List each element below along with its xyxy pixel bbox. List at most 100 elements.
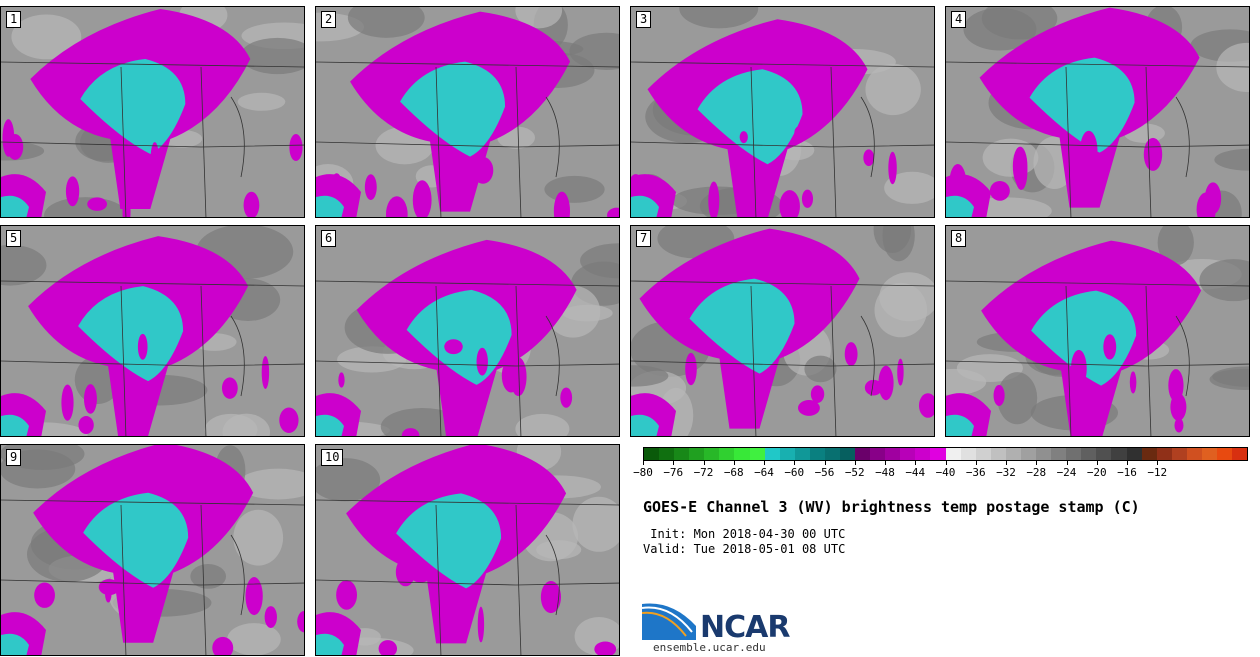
colorbar-tick — [824, 461, 826, 465]
colorbar-segment — [779, 448, 795, 460]
map-panel: 1 — [0, 6, 305, 218]
colorbar-segment — [1111, 448, 1127, 460]
figure-title: GOES-E Channel 3 (WV) brightness temp po… — [643, 498, 1140, 516]
colorbar-tick-label: −52 — [844, 466, 865, 479]
colorbar-segment — [840, 448, 856, 460]
init-time: Init: Mon 2018-04-30 00 UTC — [643, 527, 846, 541]
colorbar-segment — [900, 448, 916, 460]
colorbar-tick — [1127, 461, 1128, 465]
colorbar-tick — [764, 461, 765, 465]
map-panel: 7 — [630, 225, 935, 437]
colorbar-segment — [960, 448, 976, 460]
colorbar-segment — [734, 448, 750, 460]
colorbar-tick-label: −44 — [905, 466, 926, 479]
water-vapor-field — [946, 226, 1249, 436]
colorbar-tick-label: −12 — [1147, 466, 1168, 479]
colorbar-segment — [719, 448, 735, 460]
map-panel: 8 — [945, 225, 1250, 437]
water-vapor-field — [631, 226, 934, 436]
colorbar-segment — [794, 448, 810, 460]
colorbar-tick-label: −64 — [754, 466, 774, 479]
map-panel: 2 — [315, 6, 620, 218]
colorbar-segment — [855, 448, 871, 460]
water-vapor-field — [316, 226, 619, 436]
colorbar-segment — [1216, 448, 1233, 460]
colorbar-ticks: −80 −76 −72 −68 −64 −60 −56 −52 −48 −44 −40 −36 −32−… — [633, 461, 1248, 481]
panel-number: 3 — [636, 11, 652, 28]
colorbar-segment — [1005, 448, 1021, 460]
colorbar-segment — [689, 448, 705, 460]
colorbar-segment — [915, 448, 931, 460]
colorbar-tick-label: −24 — [1056, 466, 1077, 479]
colorbar-segment — [930, 448, 946, 460]
colorbar-tick-label: −48 — [875, 466, 895, 479]
colorbar-segment — [1081, 448, 1097, 460]
colorbar-segment — [1156, 448, 1172, 460]
colorbar-segment — [1126, 448, 1142, 460]
colorbar-segment — [749, 448, 765, 460]
water-vapor-field — [316, 7, 619, 217]
panel-number: 4 — [951, 11, 967, 28]
panel-number: 7 — [636, 230, 652, 247]
colorbar-segment — [1066, 448, 1082, 460]
water-vapor-field — [1, 445, 304, 655]
panel-number: 1 — [6, 11, 22, 28]
colorbar-segment — [674, 448, 690, 460]
colorbar-tick-label: −40 — [935, 466, 956, 479]
colorbar-tick-label: −76 — [663, 466, 684, 479]
map-panel: 5 — [0, 225, 305, 437]
valid-time: Valid: Tue 2018-05-01 08 UTC — [643, 542, 846, 556]
colorbar-tick — [1157, 461, 1159, 465]
colorbar-tick-label: −72 — [693, 466, 714, 479]
panel-number: 9 — [6, 449, 22, 466]
colorbar-segment — [809, 448, 825, 460]
ncar-logo-icon — [642, 603, 696, 640]
colorbar-segment — [1201, 448, 1217, 460]
map-panel: 3 — [630, 6, 935, 218]
colorbar-tick — [975, 461, 977, 465]
colorbar-segment — [659, 448, 675, 460]
water-vapor-field — [946, 7, 1249, 217]
colorbar-tick — [885, 461, 886, 465]
colorbar-segment — [1020, 448, 1037, 460]
colorbar-tick — [794, 461, 796, 465]
map-panel: 10 — [315, 444, 620, 656]
logo-url: ensemble.ucar.edu — [653, 641, 766, 654]
colorbar-segment — [824, 448, 841, 460]
panel-number: 2 — [321, 11, 337, 28]
water-vapor-field — [316, 445, 619, 655]
colorbar-tick-label: −56 — [814, 466, 835, 479]
colorbar-tick — [854, 461, 856, 465]
panel-number: 5 — [6, 230, 22, 247]
colorbar-tick — [673, 461, 675, 465]
colorbar-tick — [703, 461, 705, 465]
colorbar-segment — [704, 448, 720, 460]
panel-number: 8 — [951, 230, 967, 247]
colorbar-tick — [1036, 461, 1038, 465]
colorbar-tick — [945, 461, 947, 465]
colorbar-segment — [1171, 448, 1187, 460]
colorbar-tick — [1006, 461, 1007, 465]
panel-number: 10 — [321, 449, 344, 466]
colorbar-tick-label: −16 — [1117, 466, 1137, 479]
colorbar — [643, 447, 1248, 461]
map-panel: 9 — [0, 444, 305, 656]
colorbar-tick-label: −60 — [784, 466, 805, 479]
colorbar-segment — [870, 448, 886, 460]
colorbar-tick — [1066, 461, 1068, 465]
water-vapor-field — [631, 7, 934, 217]
colorbar-tick — [643, 461, 644, 465]
map-panel: 6 — [315, 225, 620, 437]
colorbar-tick — [915, 461, 917, 465]
colorbar-segment — [644, 448, 660, 460]
colorbar-segment — [1232, 448, 1248, 460]
water-vapor-field — [1, 226, 304, 436]
colorbar-segment — [975, 448, 991, 460]
colorbar-tick — [1096, 461, 1098, 465]
colorbar-tick — [733, 461, 735, 465]
colorbar-segment — [945, 448, 961, 460]
colorbar-segment — [764, 448, 780, 460]
colorbar-segment — [1096, 448, 1112, 460]
colorbar-segment — [1036, 448, 1052, 460]
colorbar-segment — [1141, 448, 1157, 460]
